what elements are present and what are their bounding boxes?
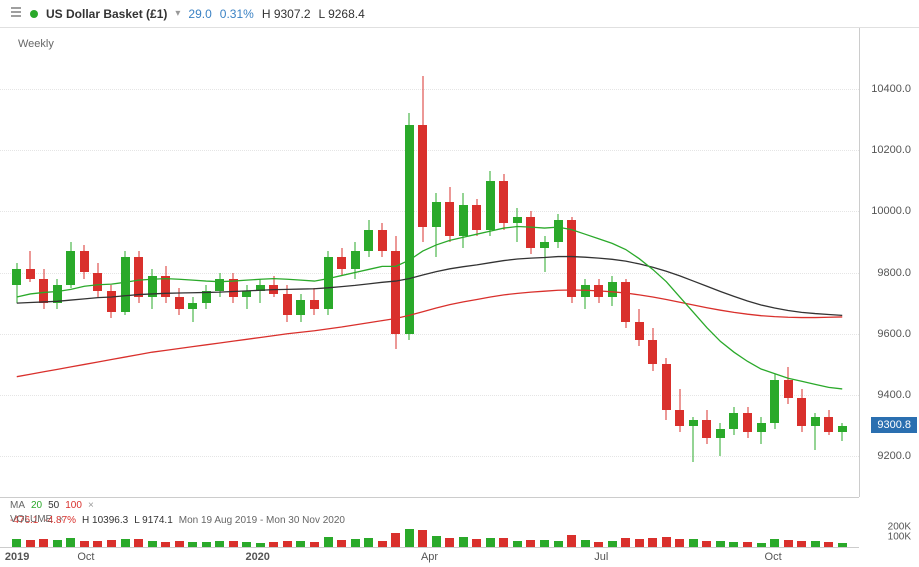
high-value: H 9307.2 <box>262 7 311 21</box>
change-value: 29.0 <box>188 7 211 21</box>
volume-bars <box>0 527 859 547</box>
volume-bar <box>689 539 698 547</box>
volume-bar <box>418 530 427 547</box>
ma-label: MA <box>10 500 25 511</box>
volume-bar <box>635 539 644 547</box>
xtick: Jul <box>594 551 608 563</box>
volume-bar <box>121 539 130 547</box>
y-axis: 9200.0 9400.0 9600.0 9800.0 10000.0 10200.0 10… <box>859 28 919 497</box>
volume-bar <box>66 538 75 547</box>
volume-label-row: VOLUME × <box>0 512 74 527</box>
ytick: 9600.0 <box>877 328 911 340</box>
change-pct: 0.31% <box>220 7 254 21</box>
volume-label: VOLUME <box>10 514 52 525</box>
ma20-label: 20 <box>31 500 42 511</box>
volume-bar <box>134 539 143 547</box>
volume-bar <box>581 540 590 547</box>
volume-bar <box>675 539 684 547</box>
volume-bar <box>472 539 481 547</box>
xtick: Apr <box>421 551 438 563</box>
close-icon[interactable]: × <box>58 514 64 525</box>
ma100-label: 100 <box>65 500 82 511</box>
xtick: 2020 <box>245 551 269 563</box>
ytick: 10400.0 <box>871 83 911 95</box>
volume-bar <box>526 540 535 547</box>
volume-bar <box>53 540 62 547</box>
indicator-panel: MA 20 50 100 × -476.1 -4.87% H 10396.3 L… <box>0 497 859 547</box>
ma50-label: 50 <box>48 500 59 511</box>
volume-bar <box>107 540 116 547</box>
volume-bar <box>662 537 671 547</box>
chevron-down-icon[interactable]: ▾ <box>175 8 180 19</box>
volume-bar <box>26 540 35 547</box>
xtick: Oct <box>765 551 782 563</box>
xtick: Oct <box>77 551 94 563</box>
ytick: 10000.0 <box>871 205 911 217</box>
volume-bar <box>540 540 549 547</box>
volume-bar <box>770 539 779 547</box>
volume-bar <box>621 538 630 547</box>
instrument-title: US Dollar Basket (£1) <box>46 7 167 21</box>
volume-bar <box>405 529 414 547</box>
low-value: L 9268.4 <box>319 7 365 21</box>
x-axis: 2019 Oct 2020 Apr Jul Oct <box>0 547 859 567</box>
volume-bar <box>486 538 495 547</box>
status-row: -476.1 -4.87% H 10396.3 L 9174.1 Mon 19 … <box>0 513 859 528</box>
chart-header: US Dollar Basket (£1) ▾ 29.0 0.31% H 930… <box>0 0 919 28</box>
volume-bar <box>351 539 360 547</box>
candlestick-chart[interactable] <box>0 28 859 497</box>
ytick: 9200.0 <box>877 450 911 462</box>
volume-bar <box>499 538 508 547</box>
volume-bar <box>391 533 400 547</box>
volume-bar <box>445 538 454 547</box>
volume-bar <box>567 535 576 547</box>
ma-indicator-row: MA 20 50 100 × <box>0 498 859 513</box>
ytick: 10200.0 <box>871 144 911 156</box>
status-low: L 9174.1 <box>134 515 173 526</box>
volume-bar <box>784 540 793 547</box>
menu-icon[interactable] <box>10 6 22 21</box>
current-price-tag: 9300.8 <box>871 417 917 433</box>
date-range: Mon 19 Aug 2019 - Mon 30 Nov 2020 <box>179 515 345 526</box>
xtick: 2019 <box>5 551 29 563</box>
vol-ytick: 100K <box>888 532 911 543</box>
volume-bar <box>12 539 21 547</box>
volume-bar <box>648 538 657 547</box>
status-dot <box>30 10 38 18</box>
ytick: 9800.0 <box>877 267 911 279</box>
status-high: H 10396.3 <box>82 515 128 526</box>
volume-bar <box>337 540 346 547</box>
volume-bar <box>324 537 333 547</box>
volume-bar <box>432 536 441 547</box>
ytick: 9400.0 <box>877 389 911 401</box>
volume-bar <box>364 538 373 547</box>
volume-bar <box>39 539 48 547</box>
close-icon[interactable]: × <box>88 500 94 511</box>
volume-bar <box>459 537 468 547</box>
